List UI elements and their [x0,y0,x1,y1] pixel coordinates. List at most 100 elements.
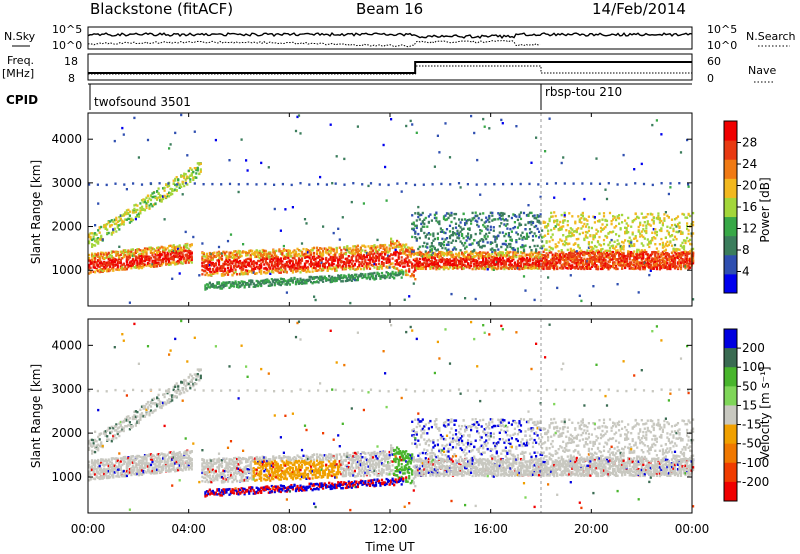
echo-cell [272,267,275,271]
echo-cell [148,246,151,249]
echo-cell [91,258,94,261]
echo-cell [470,252,473,255]
echo-cell [494,249,497,252]
echo-cell [491,219,494,222]
echo-cell [281,253,284,256]
echo-cell [489,241,492,244]
echo-cell [249,279,252,282]
echo-cell [183,174,186,178]
echo-cell [518,215,521,218]
echo-cell [442,265,446,269]
echo-cell [601,259,604,262]
echo-cell [365,255,368,259]
echo-cell [394,245,397,249]
echo-cell [294,280,298,283]
noise-tick-bottom-left: 10^0 [52,39,82,52]
echo-cell [519,257,523,261]
echo-cell [168,147,171,150]
echo-cell [513,267,516,270]
echo-cell [119,265,122,268]
echo-cell [467,227,470,231]
echo-cell [305,280,308,283]
echo-cell [320,259,323,263]
echo-cell [473,258,476,262]
echo-cell [560,257,563,261]
echo-cell [418,257,421,261]
echo-cell [294,261,298,264]
echo-cell [524,265,527,268]
echo-cell [427,254,430,257]
echo-cell [574,265,577,269]
echo-cell [338,276,341,279]
echo-cell [118,219,121,223]
echo-cell [418,253,421,256]
echo-cell [310,265,313,268]
echo-cell [131,248,134,251]
echo-cell [601,266,604,270]
echo-cell [98,256,101,260]
echo-cell [104,226,107,229]
echo-cell [130,267,133,270]
echo-cell [319,255,322,258]
echo-cell [599,264,603,268]
echo-cell [528,266,532,269]
echo-cell [405,257,408,260]
echo-cell [255,251,258,254]
echo-cell [403,245,406,249]
echo-cell [436,134,439,137]
echo-cell [471,211,474,215]
echo-cell [240,262,243,265]
echo-cell [115,230,118,233]
echo-cell [100,225,103,229]
echo-cell [127,212,130,215]
echo-cell [293,249,296,252]
echo-cell [510,264,513,267]
echo-cell [610,258,613,261]
echo-cell [166,258,169,261]
echo-cell [303,255,307,258]
echo-cell [569,235,572,238]
echo-cell [249,254,252,257]
echo-cell [320,279,323,282]
echo-cell [608,211,612,215]
echo-cell [610,265,613,268]
echo-cell [391,275,394,279]
echo-cell [319,266,322,270]
echo-cell [322,267,325,270]
echo-cell [536,252,539,255]
echo-cell [442,240,446,244]
echo-cell [177,250,180,253]
echo-cell [388,258,391,261]
echo-cell [282,280,285,283]
echo-cell [362,257,365,260]
echo-cell [279,259,282,262]
echo-cell [433,213,436,217]
echo-cell [137,248,140,251]
echo-cell [296,280,299,284]
echo-cell [341,265,344,268]
echo-cell [252,271,255,274]
echo-cell [476,266,479,269]
echo-cell [326,260,329,263]
echo-cell [399,249,402,252]
echo-cell [100,261,103,265]
echo-cell [110,259,113,262]
echo-cell [562,251,565,254]
echo-cell [231,252,234,255]
echo-cell [243,272,246,275]
echo-cell [598,212,601,215]
echo-cell [287,251,290,255]
echo-cell [356,267,359,271]
echo-cell [565,241,568,245]
echo-cell [359,248,362,251]
echo-cell [581,253,584,257]
echo-cell [604,234,607,238]
echo-cell [542,262,545,265]
echo-cell [547,267,550,270]
echo-cell [186,243,189,247]
echo-cell [610,222,613,226]
echo-cell [329,257,332,261]
echo-cell [92,260,95,264]
echo-cell [415,257,418,260]
echo-cell [390,243,393,246]
